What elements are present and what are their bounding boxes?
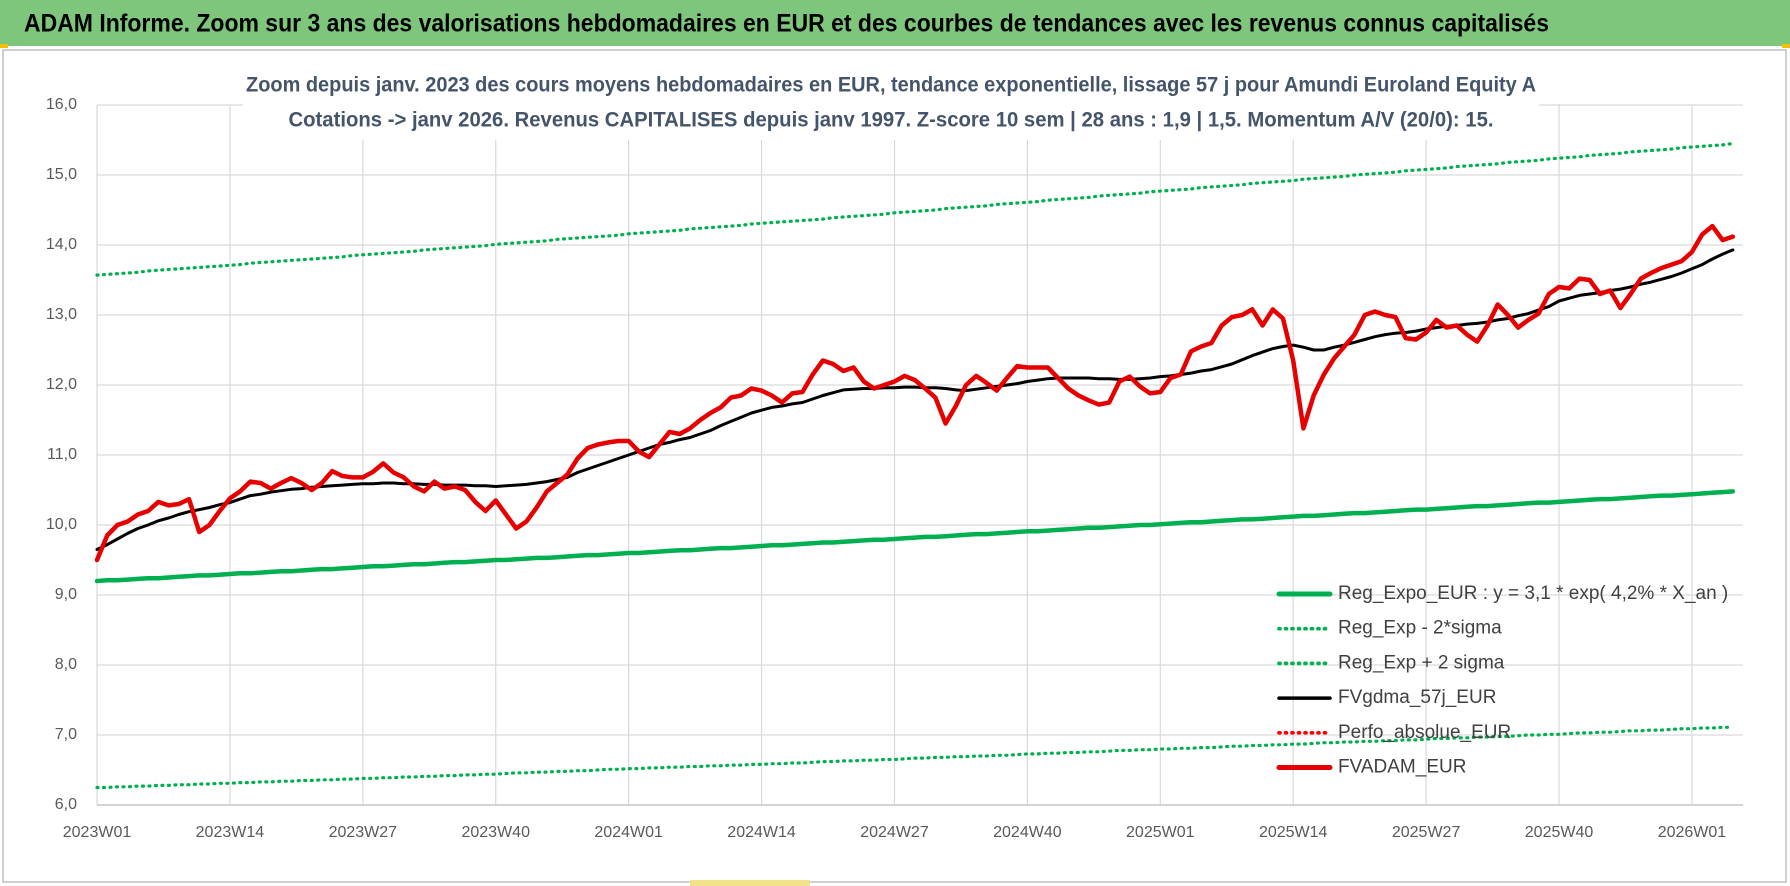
- x-tick-label: 2023W01: [63, 824, 132, 841]
- series-line: [95, 141, 1735, 277]
- chart-subtitle: Zoom depuis janv. 2023 des cours moyens …: [246, 74, 1536, 97]
- page-title: ADAM Informe. Zoom sur 3 ans des valoris…: [24, 10, 1549, 38]
- corner-mark: [0, 44, 8, 48]
- y-tick-label: 14,0: [46, 236, 77, 253]
- subtitle-background: [243, 64, 1539, 140]
- y-tick-label: 10,0: [46, 516, 77, 533]
- scroll-mark: [690, 880, 810, 886]
- legend-label: Reg_Exp - 2*sigma: [1338, 618, 1502, 639]
- y-tick-label: 8,0: [55, 656, 77, 673]
- y-tick-label: 9,0: [55, 586, 77, 603]
- y-tick-label: 6,0: [55, 796, 77, 813]
- x-tick-label: 2024W01: [594, 824, 663, 841]
- x-tick-label: 2024W40: [993, 824, 1062, 841]
- legend-label: Reg_Exp + 2 sigma: [1338, 652, 1505, 673]
- y-tick-label: 12,0: [46, 376, 77, 393]
- y-tick-label: 16,0: [46, 96, 77, 113]
- series-line: [95, 248, 1735, 551]
- series-line: [95, 725, 1735, 790]
- legend-label: FVADAM_EUR: [1338, 757, 1466, 778]
- x-tick-label: 2025W01: [1126, 824, 1195, 841]
- chart-frame: [2, 49, 1787, 883]
- y-tick-label: 13,0: [46, 306, 77, 323]
- x-tick-label: 2025W27: [1392, 824, 1461, 841]
- legend: Reg_Expo_EUR : y = 3,1 * exp( 4,2% * X_a…: [1276, 583, 1728, 778]
- legend-label: Perfo_absolue_EUR: [1338, 722, 1511, 743]
- x-tick-label: 2024W27: [860, 824, 929, 841]
- x-tick-label: 2023W40: [461, 824, 530, 841]
- chart-subtitle: Cotations -> janv 2026. Revenus CAPITALI…: [289, 109, 1494, 132]
- series-line: [94, 489, 1736, 584]
- grid: 6,0 7,0 8,0 9,0 10,0 11,0 12,0 13,0 14,0 15,0 16,0…: [46, 96, 1743, 841]
- corner-mark: [1782, 44, 1790, 48]
- legend-label: FVgdma_57j_EUR: [1338, 687, 1496, 708]
- x-tick-label: 2026W01: [1658, 824, 1727, 841]
- y-tick-label: 15,0: [46, 166, 77, 183]
- y-tick-label: 11,0: [47, 446, 77, 463]
- x-tick-label: 2023W27: [329, 824, 398, 841]
- x-tick-label: 2025W40: [1525, 824, 1594, 841]
- x-tick-label: 2023W14: [196, 824, 265, 841]
- y-tick-label: 7,0: [55, 726, 77, 743]
- series-line: [94, 223, 1736, 563]
- x-tick-label: 2024W14: [727, 824, 796, 841]
- header-bar: [0, 0, 1790, 46]
- legend-label: Reg_Expo_EUR : y = 3,1 * exp( 4,2% * X_a…: [1338, 583, 1728, 604]
- series-lines: [94, 141, 1736, 790]
- x-tick-label: 2025W14: [1259, 824, 1328, 841]
